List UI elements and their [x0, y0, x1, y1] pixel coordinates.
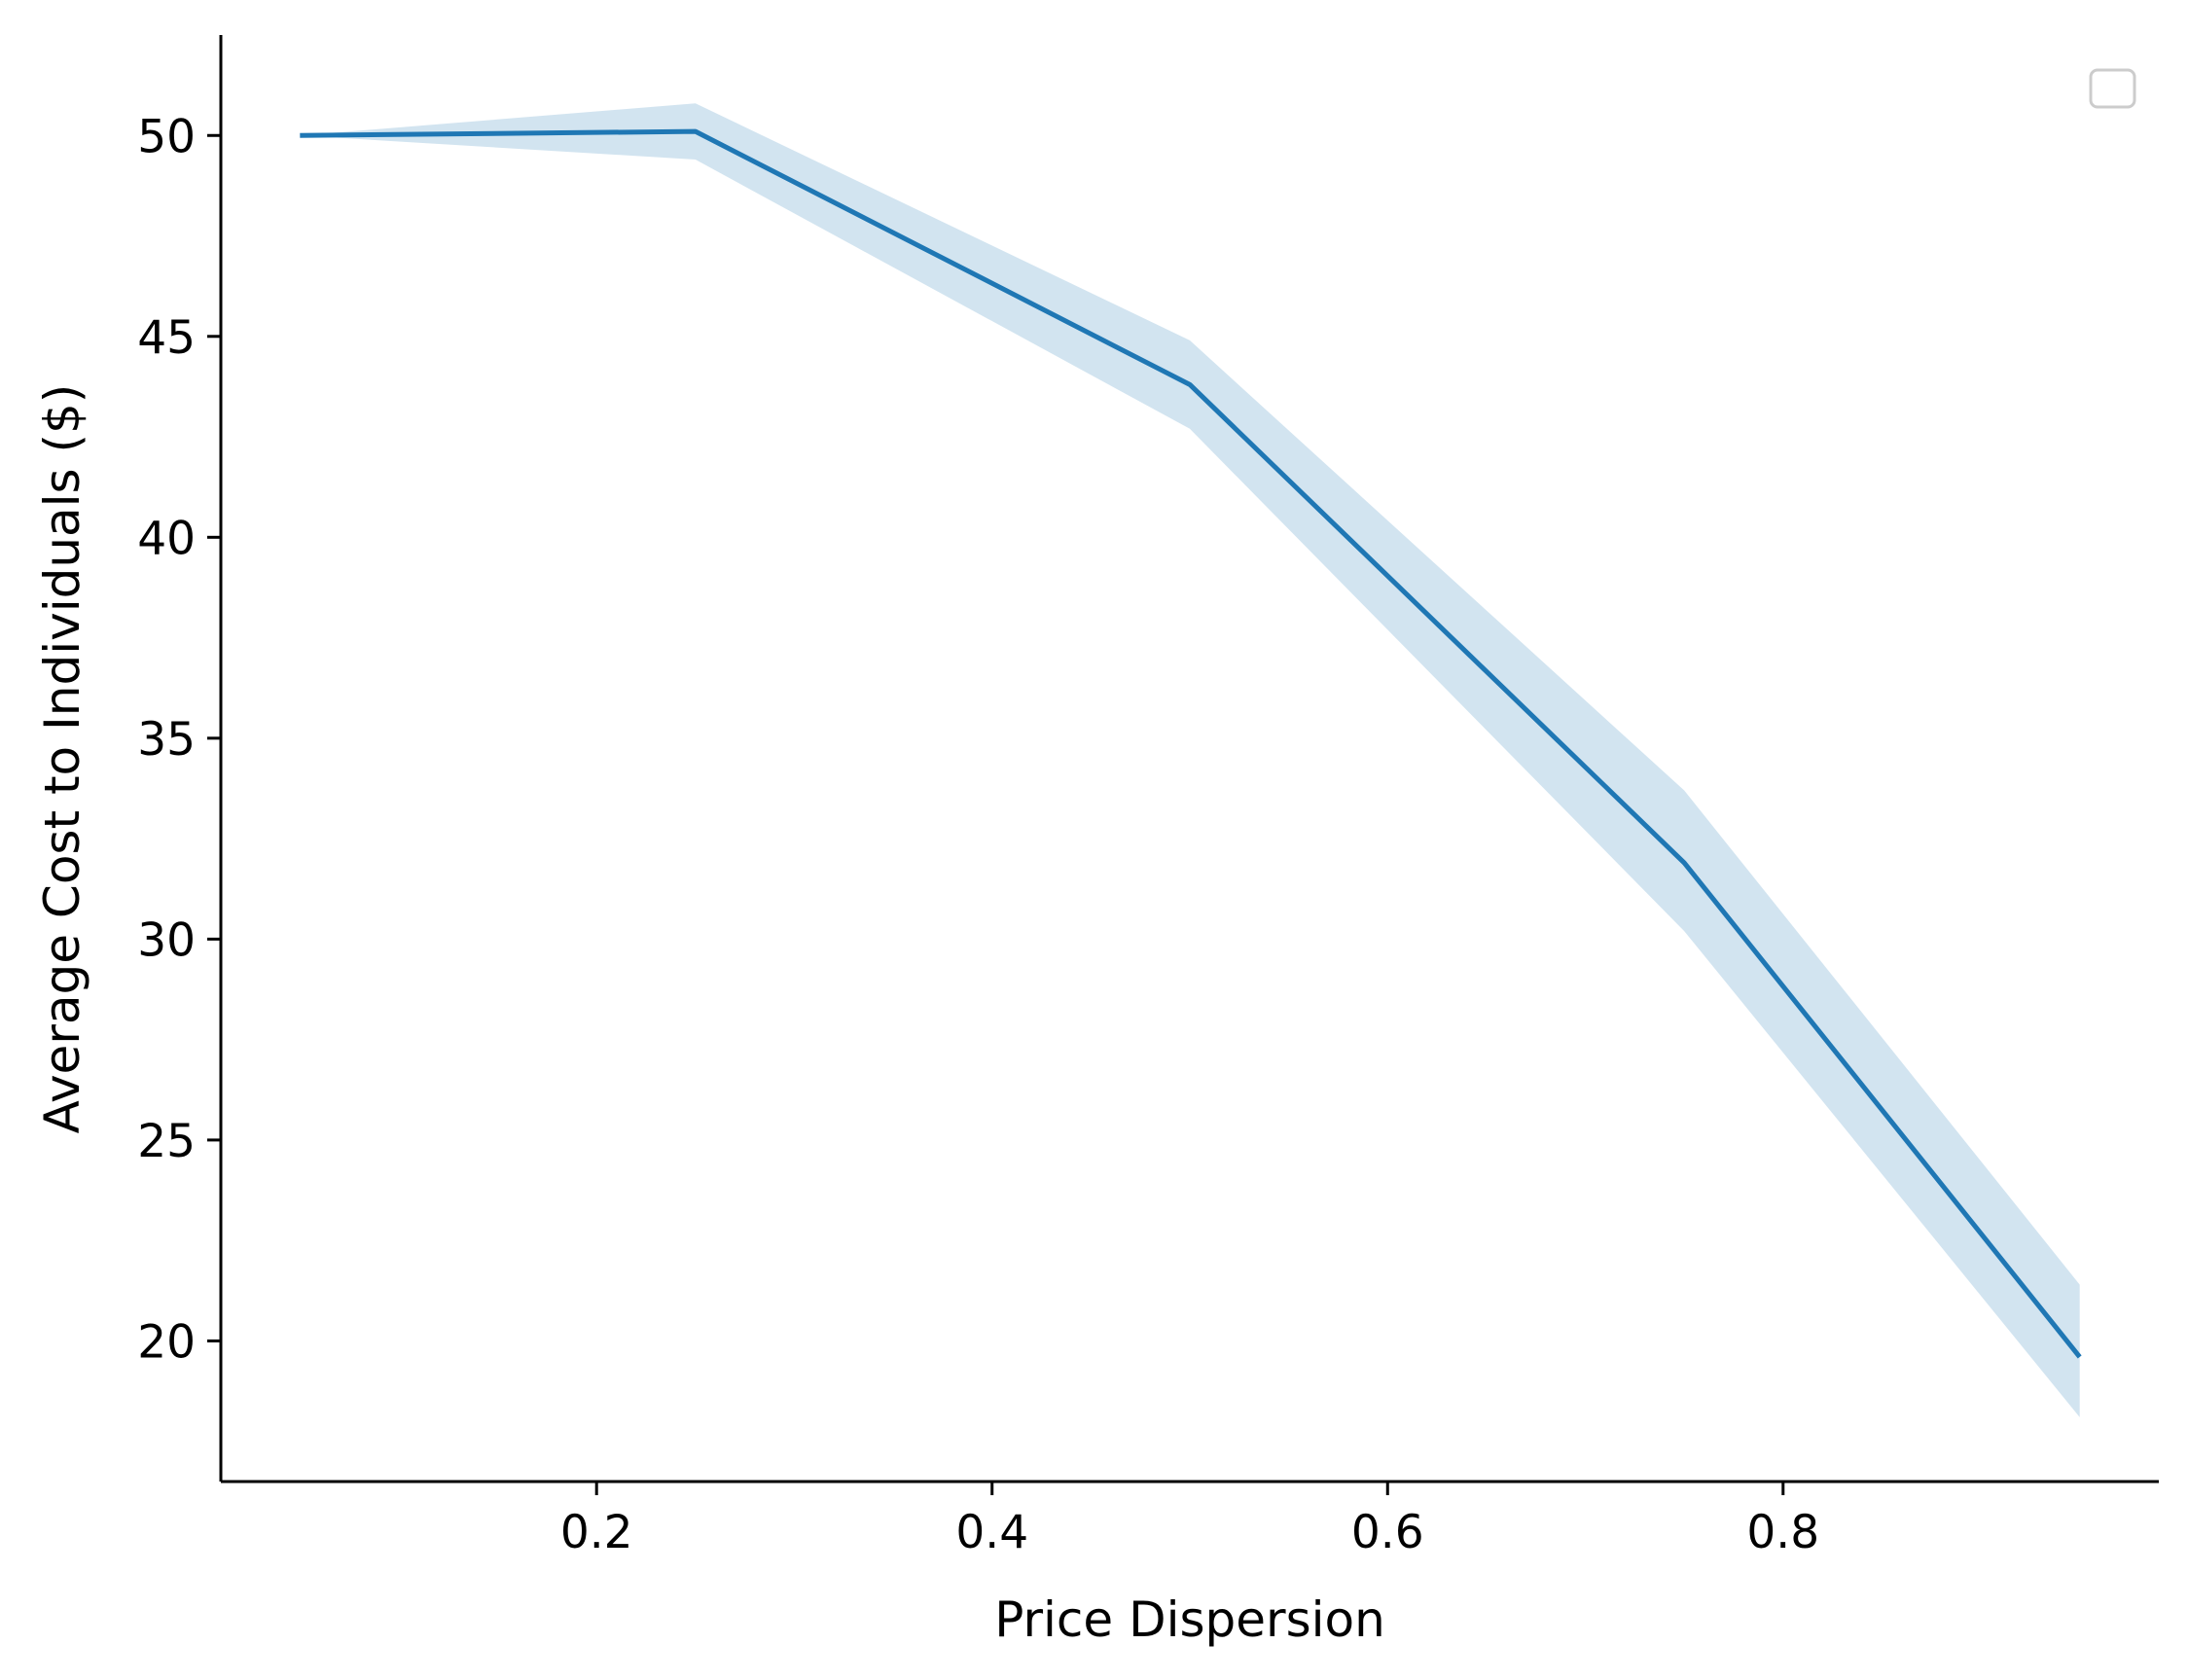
- legend-box: [2089, 68, 2136, 109]
- series-line-layer: [300, 128, 2082, 1359]
- y-axis-label: Average Cost to Individuals ($): [34, 384, 90, 1134]
- y-tick-label: 50: [137, 110, 196, 163]
- x-tick-label: 0.2: [560, 1506, 633, 1559]
- series-line: [300, 128, 2082, 1359]
- y-ticks: 20 25 30 35 40 45 50: [137, 110, 221, 1369]
- y-tick-label: 45: [137, 311, 196, 365]
- y-tick-label: 35: [137, 713, 196, 767]
- x-tick-label: 0.8: [1746, 1506, 1819, 1559]
- x-ticks: 0.2 0.4 0.6 0.8: [560, 1482, 1819, 1559]
- confidence-band-layer: [300, 103, 2080, 1417]
- y-tick-label: 40: [137, 512, 196, 565]
- x-tick-label: 0.6: [1351, 1506, 1424, 1559]
- confidence-band: [300, 103, 2080, 1417]
- x-tick-label: 0.4: [955, 1506, 1028, 1559]
- y-tick-label: 30: [137, 913, 196, 967]
- y-tick-label: 20: [137, 1315, 196, 1369]
- axes-layer: [219, 35, 2159, 1483]
- x-axis-label: Price Dispersion: [994, 1591, 1385, 1648]
- y-tick-label: 25: [137, 1115, 196, 1168]
